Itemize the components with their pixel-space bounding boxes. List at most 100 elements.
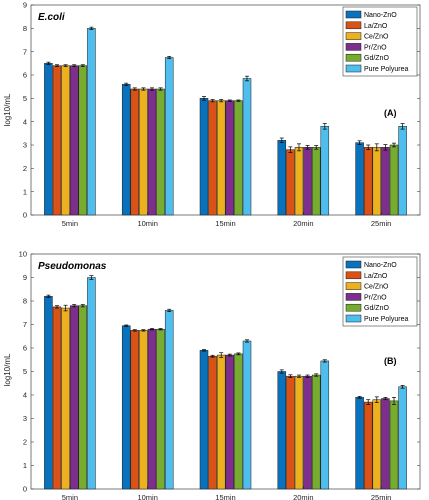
bar (294, 375, 304, 490)
bar (69, 305, 79, 490)
bar (381, 147, 390, 216)
legend-box (342, 256, 418, 327)
bar (139, 330, 148, 490)
bar (363, 401, 373, 490)
bar (147, 328, 157, 490)
bar (363, 147, 373, 216)
bar (242, 340, 252, 490)
bar (130, 88, 140, 216)
x-tick-label: 20min (293, 219, 313, 228)
bar (398, 126, 407, 216)
bar (355, 397, 364, 490)
legend-entry: Ce/ZnO (364, 284, 389, 291)
bar (234, 353, 243, 490)
bar (164, 310, 174, 490)
x-tick-label: 10min (137, 219, 157, 228)
y-tick-label: 6 (23, 71, 27, 80)
x-tick-label: 25min (371, 219, 391, 228)
bar (355, 142, 364, 216)
panel-title: Pseudomonas (38, 261, 107, 272)
bar (372, 399, 382, 490)
y-tick-label: 8 (23, 24, 27, 33)
y-tick-label: 5 (23, 367, 27, 376)
legend-entry: Ce/ZnO (364, 34, 389, 41)
y-tick-label: 2 (23, 164, 27, 173)
bar (52, 65, 62, 216)
legend-swatch (345, 314, 362, 323)
y-tick-label: 3 (23, 414, 27, 423)
bar (311, 374, 321, 490)
y-axis-label: log10/mL (3, 93, 12, 126)
legend-entry: Nano-ZnO (364, 12, 397, 19)
bar (139, 88, 148, 216)
bar (87, 28, 96, 216)
bar (78, 65, 88, 216)
bar (164, 57, 174, 216)
bar (277, 371, 287, 490)
bar (44, 63, 53, 216)
y-tick-label: 0 (23, 485, 27, 494)
x-tick-label: 5min (62, 493, 78, 500)
y-tick-label: 7 (23, 47, 27, 56)
x-tick-label: 5min (62, 219, 78, 228)
bar (61, 307, 70, 490)
x-tick-label: 10min (137, 493, 157, 500)
legend-entry: La/ZnO (364, 23, 388, 30)
legend-entry: Gd/ZnO (364, 55, 389, 62)
bar (234, 100, 243, 216)
bar (87, 277, 96, 490)
legend-entry: Gd/ZnO (364, 305, 389, 312)
bar (294, 147, 304, 216)
bar (156, 88, 165, 216)
x-tick-label: 20min (293, 493, 313, 500)
legend-entry: Pure Polyurea (364, 66, 408, 73)
bar (69, 65, 79, 216)
legend-swatch (345, 271, 362, 280)
bar (130, 330, 140, 490)
bar (225, 100, 235, 216)
chart-panel-a: 0 1 2 3 4 5 6 7 8 9 log10/mL 5min 10min 15min 20min 25m… (3, 1, 421, 228)
legend-entry: Pure Polyurea (364, 316, 408, 323)
bar (216, 354, 226, 490)
panel-label: (A) (384, 108, 397, 118)
bar (286, 149, 295, 216)
panel-label: (B) (384, 356, 397, 366)
bar (156, 328, 165, 490)
bar (389, 144, 399, 216)
bar (147, 88, 157, 216)
bar (121, 325, 131, 490)
legend-swatch (345, 53, 362, 62)
legend-swatch (345, 21, 362, 30)
legend-swatch (345, 303, 362, 312)
legend-swatch (345, 282, 362, 290)
bar (208, 100, 217, 216)
y-axis-label: log10/mL (3, 353, 12, 386)
bar (199, 98, 209, 216)
bar (311, 147, 321, 216)
legend-box (342, 6, 418, 77)
y-tick-label: 6 (23, 344, 27, 353)
y-tick-label: 3 (23, 141, 27, 150)
y-tick-label: 1 (23, 461, 27, 470)
y-tick-label: 9 (23, 1, 27, 10)
y-tick-label: 4 (23, 391, 27, 400)
legend-entry: La/ZnO (364, 273, 388, 280)
x-tick-label: 25min (371, 493, 391, 500)
y-tick-label: 8 (23, 297, 27, 306)
x-tick-label: 15min (215, 493, 235, 500)
bar (320, 126, 330, 216)
y-tick-label: 9 (23, 273, 27, 282)
bar (216, 100, 226, 216)
bar (303, 375, 312, 490)
bar (121, 84, 131, 216)
bar (381, 398, 390, 490)
bar (44, 296, 53, 490)
y-tick-label: 2 (23, 438, 27, 447)
bar (225, 354, 235, 490)
legend-swatch (345, 260, 362, 269)
y-tick-label: 1 (23, 187, 27, 196)
bar (398, 386, 407, 490)
bar (199, 350, 209, 490)
bar (78, 305, 88, 490)
